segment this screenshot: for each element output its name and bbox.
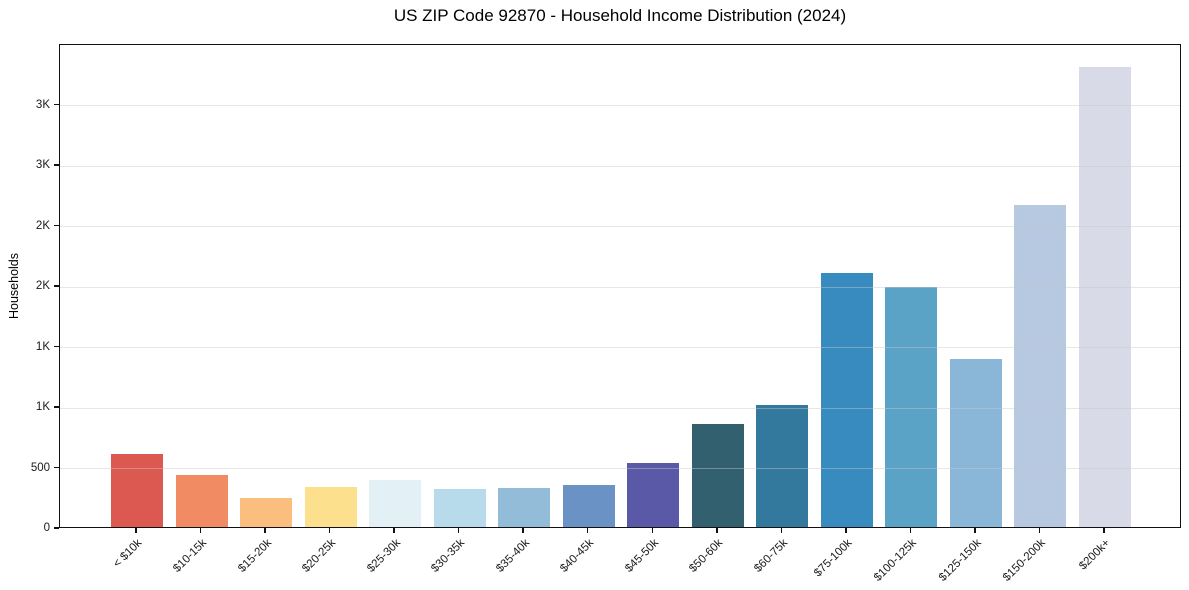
y-tick-label: 3K bbox=[35, 159, 50, 171]
bar--75-100k bbox=[820, 272, 873, 527]
chart-title: US ZIP Code 92870 - Household Income Dis… bbox=[393, 6, 847, 25]
x-tick-mark bbox=[586, 528, 589, 533]
bar--30-35k bbox=[433, 488, 486, 527]
x-tick-label: $60-75k bbox=[751, 537, 790, 575]
x-tick-mark bbox=[522, 528, 524, 533]
y-tick-label: 500 bbox=[30, 461, 50, 474]
x-tick-label: $10-15k bbox=[171, 537, 210, 575]
bar--15-20k bbox=[240, 497, 293, 527]
bar--100-125k bbox=[885, 287, 938, 527]
x-tick-mark bbox=[457, 528, 460, 533]
gridline-1000 bbox=[60, 407, 1180, 409]
bar--35-40k bbox=[498, 487, 551, 527]
x-tick-mark bbox=[845, 528, 847, 533]
x-tick-label: $30-35k bbox=[429, 537, 468, 575]
x-tick-label: $75-100k bbox=[811, 537, 855, 580]
y-tick-label: 1K bbox=[35, 340, 50, 353]
x-tick-label: $100-125k bbox=[871, 537, 919, 584]
x-tick-label: $15-20k bbox=[235, 537, 274, 575]
x-tick-mark bbox=[199, 528, 202, 533]
x-tick-label: $25-30k bbox=[364, 537, 403, 575]
x-tick-mark bbox=[393, 528, 395, 533]
x-tick-label: $45-50k bbox=[622, 537, 661, 575]
y-tick-mark bbox=[54, 466, 59, 469]
x-tick-label: $150-200k bbox=[1001, 537, 1048, 584]
x-tick-mark bbox=[1038, 528, 1041, 533]
bar--25-30k bbox=[369, 480, 422, 527]
x-tick-label: $125-150k bbox=[936, 537, 984, 584]
gridline-500 bbox=[60, 468, 1180, 469]
x-tick-label: $50-60k bbox=[687, 537, 726, 575]
y-tick-label: 2K bbox=[35, 280, 50, 292]
bar--60-75k bbox=[756, 404, 809, 527]
x-tick-mark bbox=[328, 528, 331, 533]
gridline-3500 bbox=[60, 105, 1180, 106]
x-tick-label: $40-45k bbox=[558, 537, 597, 575]
x-tick-label: < $10k bbox=[111, 537, 145, 571]
bar--50-60k bbox=[691, 424, 744, 527]
bar--10k bbox=[111, 454, 163, 527]
gridline-3000 bbox=[60, 165, 1180, 167]
bar--40-45k bbox=[562, 484, 615, 527]
x-tick-mark bbox=[651, 528, 654, 533]
y-tick-label: 1K bbox=[35, 401, 50, 413]
x-tick-mark bbox=[264, 528, 266, 533]
y-tick-mark bbox=[54, 103, 59, 106]
gridline-2000 bbox=[60, 286, 1180, 288]
bar--150-200k bbox=[1014, 205, 1067, 527]
y-tick-mark bbox=[54, 285, 59, 287]
x-tick-mark bbox=[135, 528, 137, 533]
x-tick-mark bbox=[780, 528, 783, 533]
bar--10-15k bbox=[175, 474, 228, 527]
y-tick-label: 0 bbox=[43, 522, 50, 534]
x-tick-mark bbox=[974, 528, 976, 533]
y-tick-mark bbox=[54, 164, 59, 166]
y-tick-mark bbox=[54, 406, 59, 408]
x-tick-label: $20-25k bbox=[300, 537, 339, 575]
gridline-2500 bbox=[60, 226, 1180, 227]
y-tick-mark bbox=[54, 224, 59, 227]
bar--45-50k bbox=[627, 462, 680, 527]
bar--125-150k bbox=[949, 358, 1002, 527]
x-tick-mark bbox=[1103, 528, 1105, 533]
y-tick-mark bbox=[54, 527, 59, 529]
y-tick-label: 2K bbox=[35, 219, 50, 232]
x-tick-mark bbox=[716, 528, 718, 533]
x-tick-label: $35-40k bbox=[493, 537, 532, 575]
bar--20-25k bbox=[304, 487, 357, 527]
x-tick-label: $200k+ bbox=[1077, 537, 1113, 573]
x-tick-mark bbox=[909, 528, 912, 533]
gridline-1500 bbox=[60, 347, 1180, 348]
bar--200k+ bbox=[1079, 67, 1131, 527]
plot-area bbox=[59, 44, 1181, 528]
y-tick-mark bbox=[54, 345, 59, 348]
y-tick-label: 3K bbox=[35, 98, 50, 111]
